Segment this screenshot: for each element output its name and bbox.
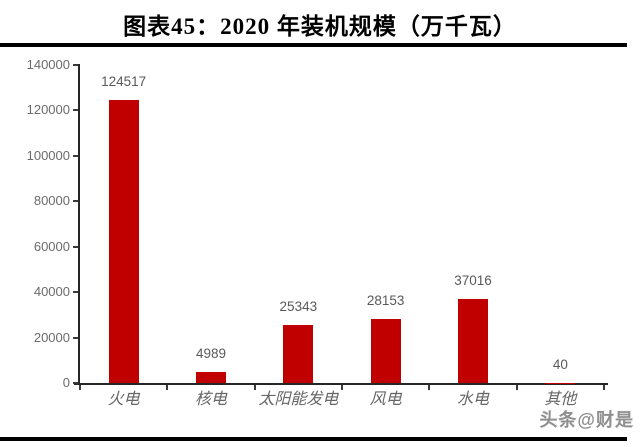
x-axis-tick — [603, 385, 605, 390]
bar — [196, 371, 226, 383]
chart-title: 图表45：2020 年装机规模（万千瓦） — [123, 14, 517, 39]
bar — [458, 298, 488, 383]
x-axis-category-label: 太阳能发电 — [258, 391, 339, 408]
y-axis-tick-label: 20000 — [33, 329, 70, 345]
x-axis-tick — [253, 385, 256, 390]
top-rule — [0, 43, 627, 47]
y-axis-tick — [73, 109, 78, 112]
x-axis-line — [74, 383, 608, 385]
bar — [370, 319, 401, 383]
x-axis-category-label: 风电 — [369, 391, 402, 408]
watermark: 头条@财是 — [539, 410, 634, 430]
y-axis-tick — [73, 382, 78, 384]
y-axis-tick — [73, 291, 78, 294]
bar — [108, 100, 139, 383]
y-axis-tick-label: 0 — [62, 375, 70, 390]
x-axis-tick — [428, 385, 431, 390]
x-axis-category-label: 核电 — [194, 391, 227, 408]
y-axis-tick-label: 40000 — [33, 284, 70, 300]
y-axis-tick-label: 140000 — [26, 57, 70, 72]
y-axis-tick — [73, 245, 78, 248]
x-axis-category-label: 其他 — [544, 391, 577, 408]
bar-value-label: 25343 — [279, 299, 318, 315]
y-axis-tick-label: 80000 — [33, 193, 70, 209]
x-axis-tick — [166, 385, 169, 390]
bar — [283, 325, 314, 383]
y-axis-tick-label: 60000 — [33, 238, 70, 254]
y-axis-tick — [73, 336, 78, 339]
y-axis-tick — [73, 200, 78, 203]
x-axis-tick — [341, 385, 343, 390]
y-axis-tick-label: 120000 — [26, 102, 70, 118]
x-axis-tick — [79, 385, 81, 390]
bottom-rule — [0, 437, 627, 441]
bar-value-label: 37016 — [454, 272, 492, 288]
y-axis-tick — [73, 64, 78, 66]
x-axis-tick — [515, 385, 518, 390]
y-axis-tick-label: 100000 — [26, 147, 70, 163]
bar-value-label: 4989 — [195, 345, 227, 361]
bar-value-label: 40 — [552, 356, 568, 372]
x-axis-category-label: 水电 — [456, 391, 489, 408]
y-axis-tick — [73, 154, 78, 157]
bar-value-label: 28153 — [366, 293, 405, 309]
x-axis-category-label: 火电 — [107, 391, 140, 408]
y-axis-line — [78, 64, 80, 385]
bar-value-label: 124517 — [101, 74, 147, 90]
